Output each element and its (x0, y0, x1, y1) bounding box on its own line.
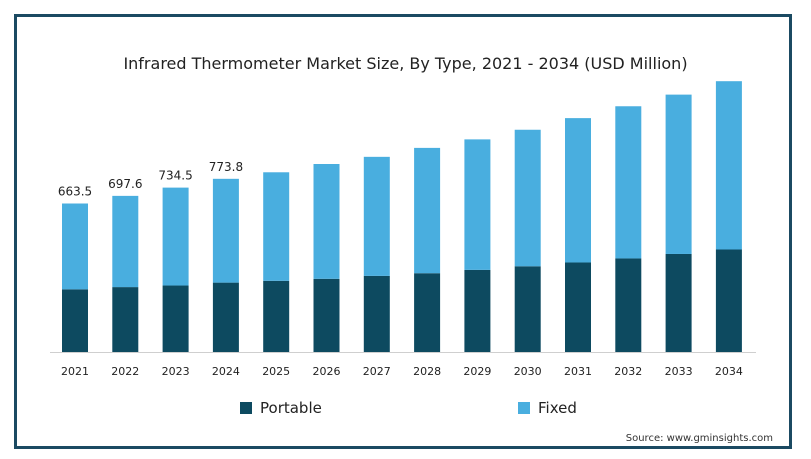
bar-fixed-2021 (62, 203, 88, 290)
legend-fixed: Fixed (518, 399, 577, 417)
chart-title: Infrared Thermometer Market Size, By Typ… (123, 54, 688, 73)
bar-fixed-2027 (363, 156, 390, 276)
x-tick-label-2025: 2025 (262, 365, 290, 378)
x-tick-label-2023: 2023 (162, 365, 190, 378)
legend-fixed-label: Fixed (538, 399, 577, 417)
bar-portable-2030 (514, 266, 541, 352)
bar-fixed-2022 (112, 195, 139, 288)
bar-portable-2023 (162, 285, 189, 352)
x-tick-label-2030: 2030 (514, 365, 542, 378)
chart-frame (14, 14, 792, 449)
bar-portable-2034 (715, 249, 742, 352)
legend-portable-label: Portable (260, 399, 322, 417)
x-tick-label-2033: 2033 (665, 365, 693, 378)
bar-portable-2024 (212, 282, 239, 352)
bar-portable-2033 (665, 253, 692, 352)
bar-fixed-2030 (514, 129, 541, 267)
bar-fixed-2032 (615, 106, 642, 259)
source-note: Source: www.gminsights.com (625, 433, 773, 444)
bar-portable-2032 (615, 258, 642, 352)
bar-fixed-2029 (464, 139, 491, 270)
x-tick-label-2034: 2034 (715, 365, 743, 378)
x-tick-label-2026: 2026 (313, 365, 341, 378)
data-label-2024: 773.8 (209, 160, 243, 174)
bar-fixed-2028 (414, 147, 441, 274)
bar-fixed-2024 (212, 178, 239, 283)
legend-fixed-swatch (518, 402, 530, 414)
bar-fixed-2033 (665, 94, 692, 254)
bar-fixed-2034 (715, 81, 742, 250)
bar-portable-2022 (112, 287, 139, 352)
bar-fixed-2023 (162, 187, 189, 286)
bar-portable-2025 (263, 280, 290, 352)
data-label-2022: 697.6 (108, 177, 142, 191)
data-label-2023: 734.5 (158, 169, 192, 183)
bar-fixed-2031 (565, 118, 591, 263)
x-tick-label-2027: 2027 (363, 365, 391, 378)
bar-portable-2027 (363, 275, 390, 352)
x-tick-label-2031: 2031 (564, 365, 592, 378)
bar-portable-2021 (62, 289, 88, 352)
x-tick-label-2032: 2032 (614, 365, 642, 378)
bar-portable-2031 (565, 262, 591, 352)
bar-fixed-2025 (263, 172, 290, 281)
x-tick-label-2022: 2022 (111, 365, 139, 378)
bar-portable-2028 (414, 273, 441, 352)
legend-portable-swatch (240, 402, 252, 414)
bar-fixed-2026 (313, 164, 340, 279)
x-tick-label-2021: 2021 (61, 365, 89, 378)
bar-portable-2029 (464, 269, 491, 352)
legend-portable: Portable (240, 399, 322, 417)
data-label-2021: 663.5 (58, 185, 92, 199)
x-tick-label-2029: 2029 (463, 365, 491, 378)
x-tick-label-2024: 2024 (212, 365, 240, 378)
bar-portable-2026 (313, 278, 340, 352)
x-tick-label-2028: 2028 (413, 365, 441, 378)
